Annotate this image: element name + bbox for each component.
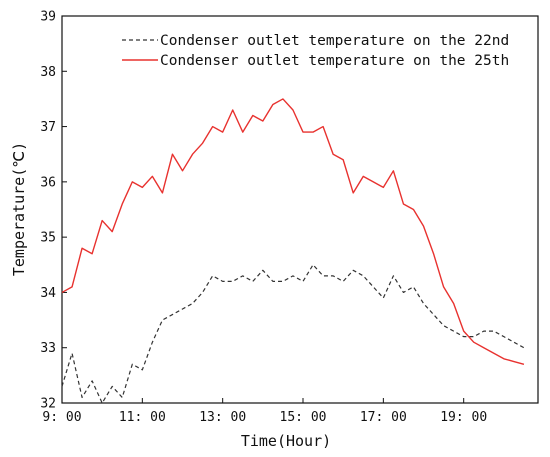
legend-label-22nd: Condenser outlet temperature on the 22nd bbox=[160, 33, 509, 49]
plot-frame bbox=[61, 15, 539, 404]
series-line-25th bbox=[61, 98, 525, 365]
series-layer bbox=[61, 98, 525, 404]
y-tick-label: 36 bbox=[40, 175, 56, 190]
y-tick-label: 34 bbox=[40, 286, 56, 301]
x-axis-title: Time(Hour) bbox=[241, 432, 331, 450]
y-axis-title: Temperature(℃) bbox=[10, 142, 28, 276]
x-tick-label: 19: 00 bbox=[440, 410, 487, 425]
legend-label-25th: Condenser outlet temperature on the 25th bbox=[160, 53, 509, 69]
x-tick-label: 9: 00 bbox=[42, 410, 81, 425]
x-axis: 9: 00 11: 00 13: 00 15: 00 17: 00 19: 00 bbox=[42, 398, 487, 425]
y-tick-label: 32 bbox=[40, 397, 56, 412]
x-tick-label: 17: 00 bbox=[360, 410, 407, 425]
series-line-22nd bbox=[61, 264, 525, 404]
plot-area bbox=[61, 15, 539, 404]
y-tick-label: 38 bbox=[40, 65, 56, 80]
legend: Condenser outlet temperature on the 22nd… bbox=[122, 33, 509, 69]
y-tick-label: 37 bbox=[40, 120, 56, 135]
x-tick-label: 15: 00 bbox=[280, 410, 327, 425]
x-tick-label: 13: 00 bbox=[199, 410, 246, 425]
y-axis: 32 33 34 35 36 37 38 39 bbox=[40, 10, 67, 412]
y-tick-label: 39 bbox=[40, 10, 56, 25]
y-tick-label: 33 bbox=[40, 341, 56, 356]
x-tick-label: 11: 00 bbox=[119, 410, 166, 425]
y-tick-label: 35 bbox=[40, 231, 56, 246]
